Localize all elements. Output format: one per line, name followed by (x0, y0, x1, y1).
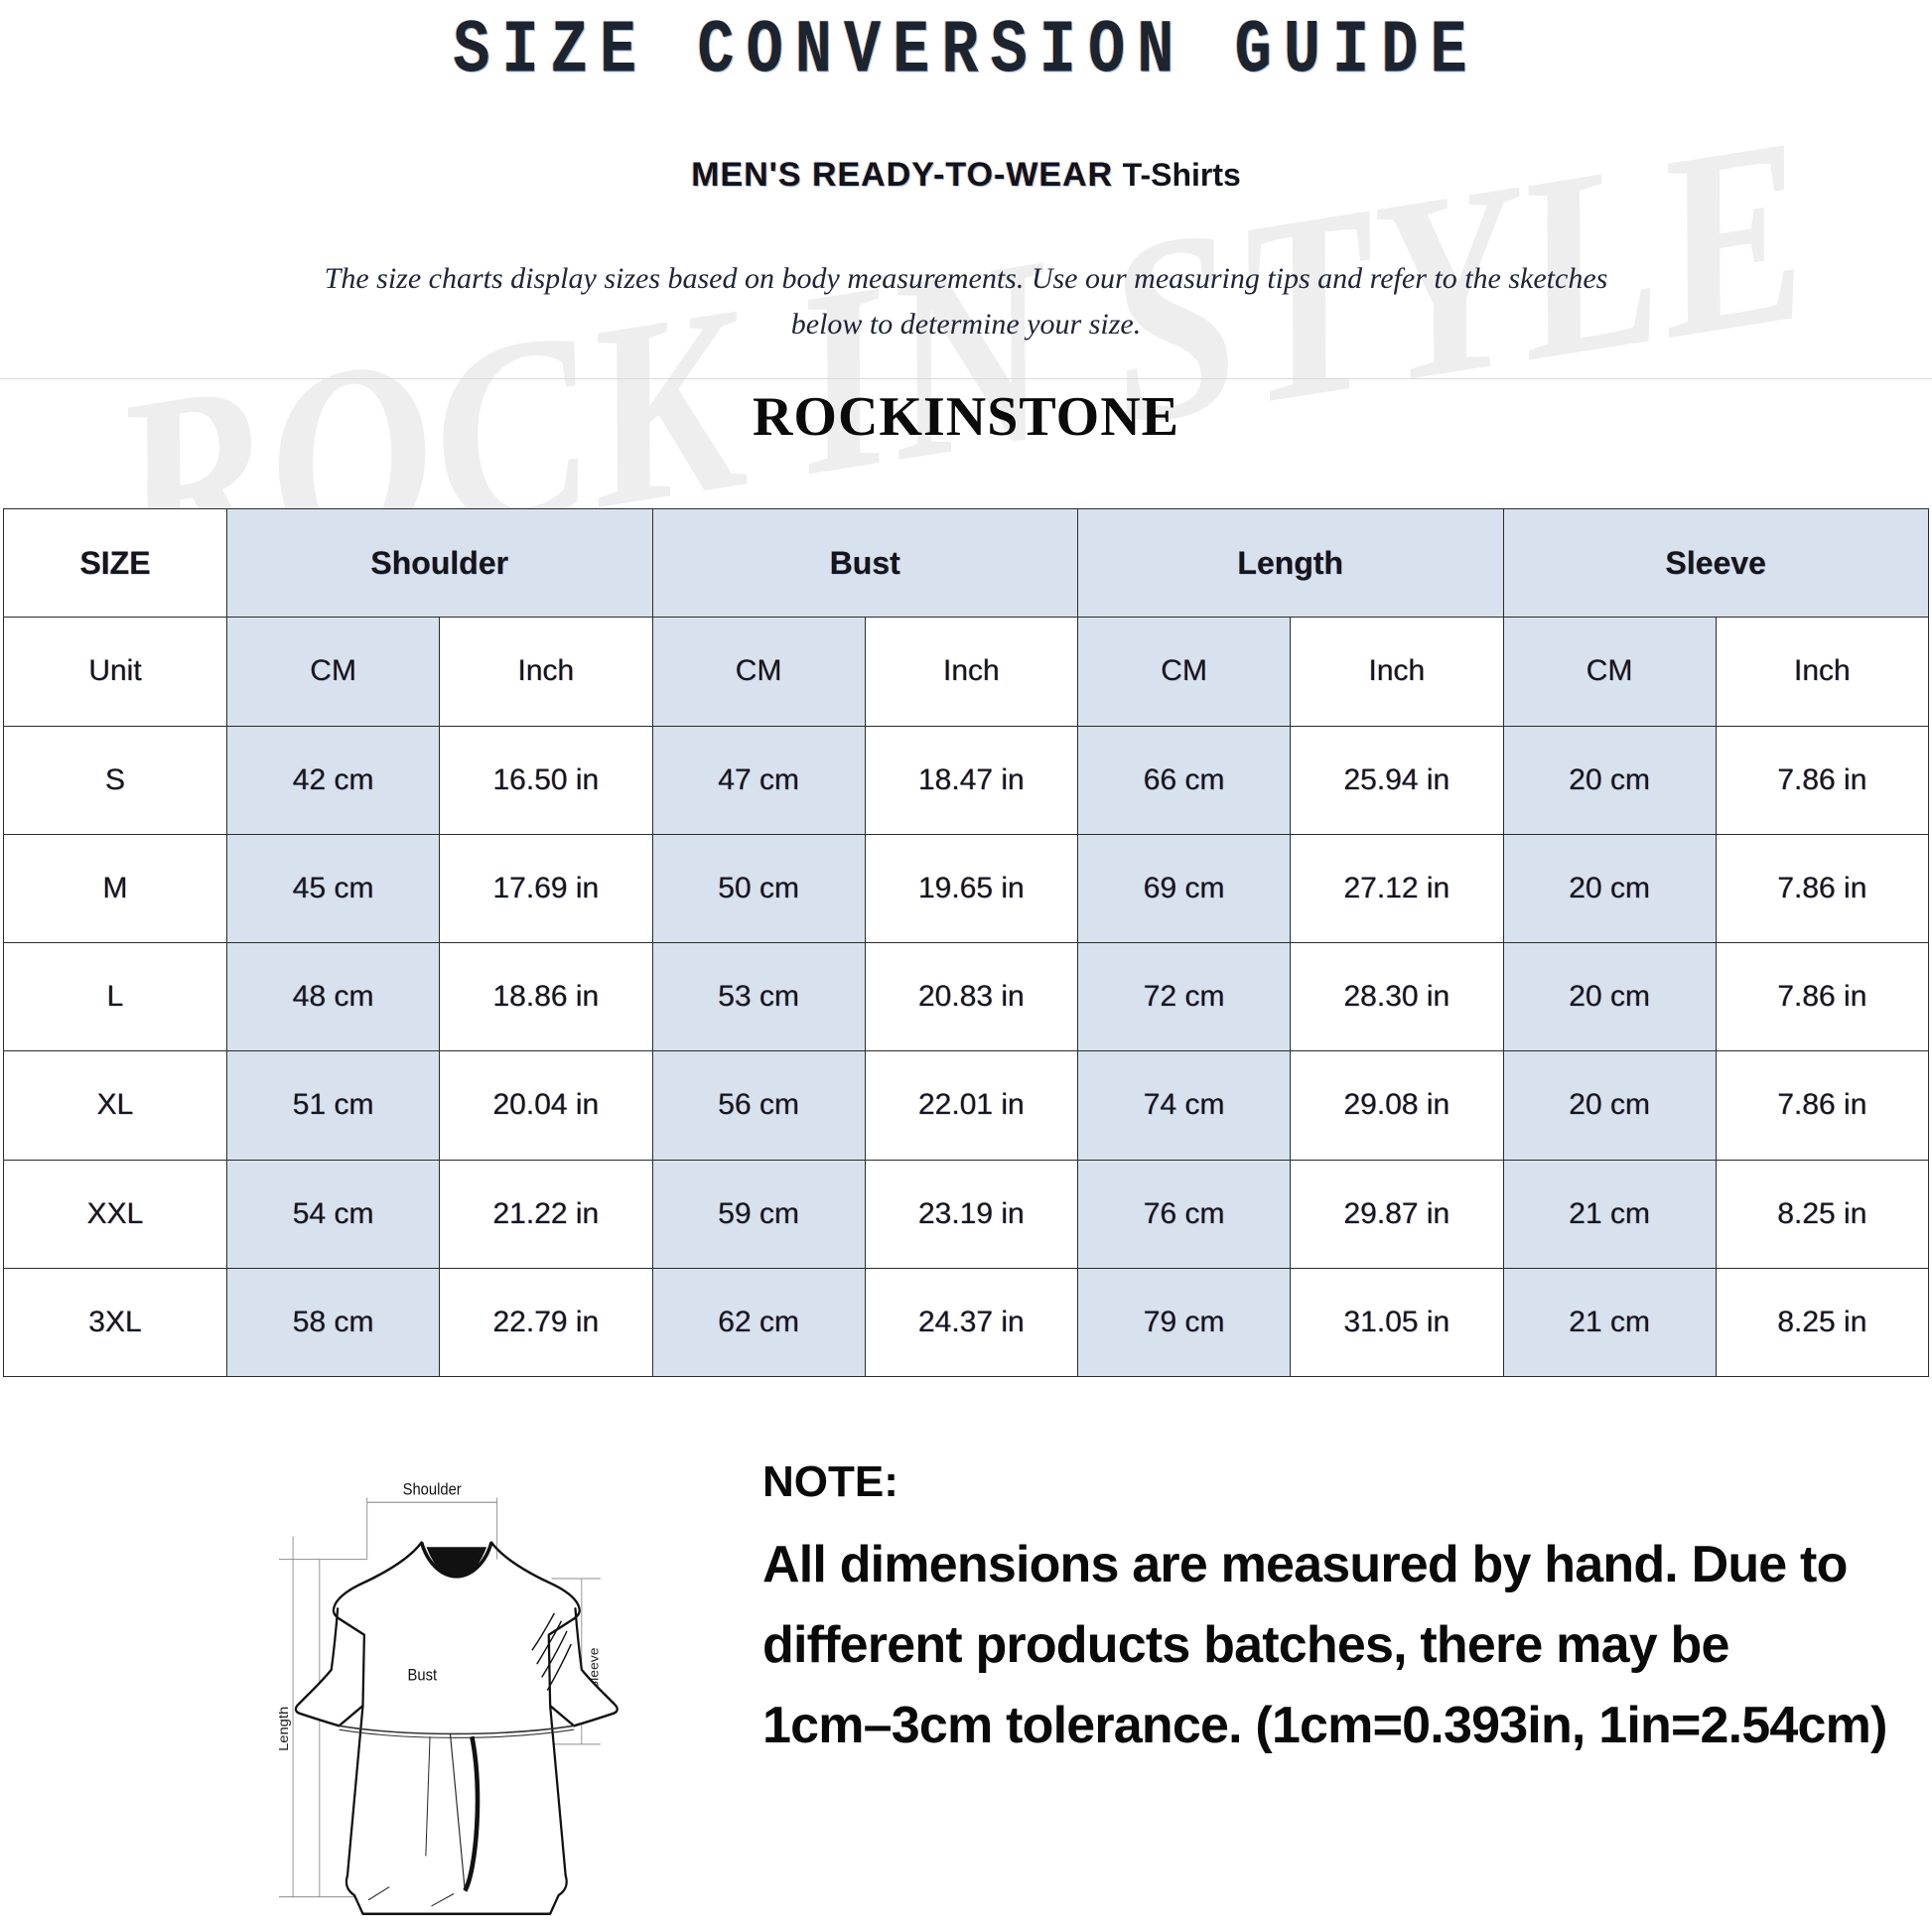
svg-text:Shoulder: Shoulder (403, 1482, 462, 1499)
svg-text:Length: Length (279, 1707, 291, 1751)
svg-text:Bust: Bust (408, 1667, 438, 1685)
